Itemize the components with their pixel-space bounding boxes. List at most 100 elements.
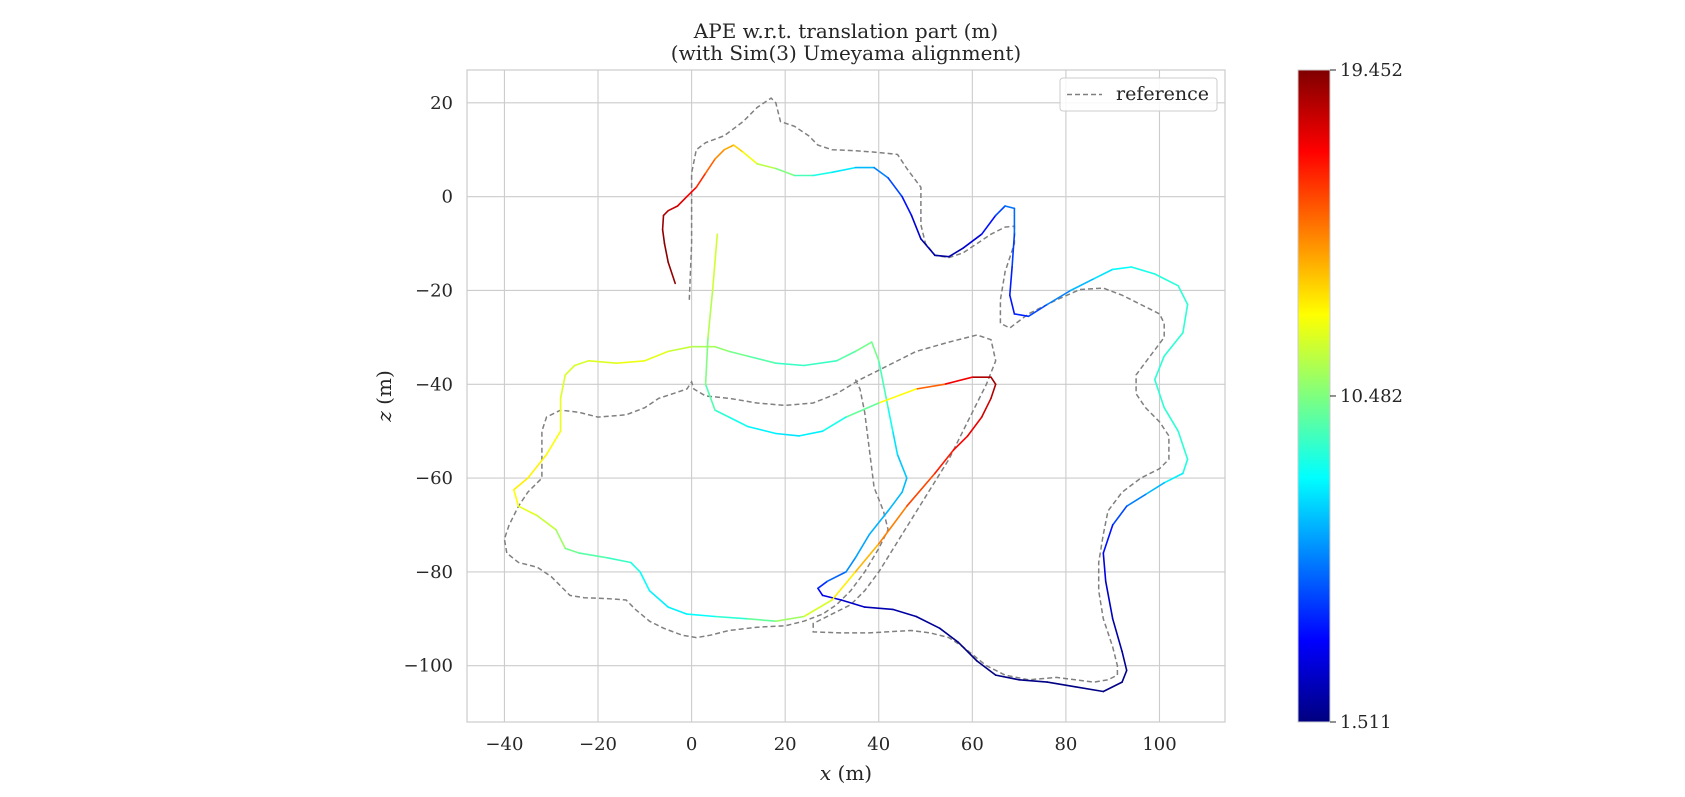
estimated-trajectory-segment [1102,524,1114,554]
estimated-trajectory-segment [1177,430,1189,461]
estimated-trajectory-segment [957,641,978,662]
estimated-trajectory-segment [704,383,716,411]
estimated-trajectory-segment [512,477,529,491]
estimated-trajectory-segment [901,477,908,494]
estimated-trajectory-segment [1111,505,1128,526]
estimated-trajectory-segment [606,556,632,564]
y-tick-label: −80 [415,562,453,583]
estimated-trajectory-segment [1163,472,1184,484]
estimated-trajectory-segment [1121,650,1128,672]
estimated-trajectory-segment [1154,378,1165,409]
colorbar-tick-label: 10.482 [1340,386,1403,407]
estimated-trajectory-segment [714,615,749,620]
estimated-trajectory-segment [526,453,548,479]
estimated-trajectory-segment [1144,481,1165,496]
estimated-trajectory-segment [854,542,880,573]
estimated-trajectory-segment [714,148,726,160]
estimated-trajectory-segment [732,144,744,153]
estimated-trajectory-segment [707,289,714,339]
estimated-trajectory-segment [920,238,936,257]
estimated-trajectory-segment [821,594,843,601]
estimated-trajectory-segment [686,613,716,618]
estimated-trajectory-segment [1163,331,1184,357]
estimated-trajectory-segment [1121,669,1128,683]
estimated-trajectory-segment [728,416,749,428]
estimated-trajectory-segment [746,617,777,623]
estimated-trajectory-segment [803,359,838,367]
estimated-trajectory-segment [742,151,758,165]
estimated-trajectory-segment [870,341,880,362]
estimated-trajectory-segment [891,608,918,618]
estimated-trajectory-segment [587,359,618,365]
estimated-trajectory-segment [990,383,997,400]
estimated-trajectory-segment [845,556,857,573]
estimated-trajectory-segment [863,606,894,611]
estimated-trajectory-segment [1111,617,1123,653]
legend-reference-label: reference [1116,83,1209,105]
estimated-trajectory-segment [1093,268,1114,280]
estimated-trajectory-segment [663,242,670,264]
y-tick-label: −20 [415,280,453,301]
estimated-trajectory-segment [676,195,688,207]
estimated-trajectory-segment [840,599,866,608]
estimated-trajectory-segment [854,533,871,559]
estimated-trajectory-segment [555,528,567,550]
estimated-trajectory-segment [817,580,829,590]
estimated-trajectory-segment [517,505,539,517]
x-tick-label: 40 [867,734,890,755]
estimated-trajectory-segment [746,355,777,365]
estimated-trajectory-segment [1182,303,1189,334]
y-axis-variable: z [372,411,396,423]
series-layer [503,97,1189,693]
estimated-trajectory-segment [1177,284,1189,306]
estimated-trajectory-segment [980,397,992,418]
estimated-trajectory-segment [980,214,997,235]
y-tick-label: −100 [404,656,453,677]
estimated-trajectory-segment [1111,266,1133,271]
estimated-trajectory-segment [714,345,730,353]
estimated-trajectory-segment [1102,681,1123,693]
estimated-trajectory-segment [1004,205,1016,210]
estimated-trajectory [512,144,1189,693]
estimated-trajectory-segment [662,209,670,217]
estimated-trajectory-segment [648,589,670,608]
estimated-trajectory-segment [667,606,688,615]
y-tick-label: 0 [442,187,453,208]
estimated-trajectory-segment [661,228,666,245]
estimated-trajectory-segment [545,430,562,456]
estimated-trajectory-segment [1011,233,1016,268]
estimated-trajectory-segment [812,171,833,177]
estimated-trajectory-segment [877,505,908,545]
estimated-trajectory-segment [1104,580,1114,620]
estimated-trajectory-segment [774,167,796,177]
estimated-trajectory-segment [1046,289,1072,306]
estimated-trajectory-segment [915,615,941,630]
y-tick-label: −40 [415,374,453,395]
estimated-trajectory-segment [559,374,567,400]
colorbar-gradient [1297,69,1331,723]
estimated-trajectory-segment [643,350,670,362]
chart-title-line-2: (with Sim(3) Umeyama alignment) [671,41,1021,65]
estimated-trajectory-segment [943,376,974,386]
estimated-trajectory-segment [1130,266,1156,275]
colorbar-ticks: 19.452 10.482 1.511 [1330,60,1403,733]
x-axis-label: x (m) [820,761,872,785]
estimated-trajectory-segment [667,205,679,212]
estimated-trajectory-segment [512,488,520,508]
axis-ticks: −40 −20 0 20 40 60 80 100 20 0 −20 −40 −60 −80 −100 [404,93,1177,755]
estimated-trajectory-segment [952,435,969,451]
colorbar: 19.452 10.482 1.511 [1297,60,1403,733]
estimated-trajectory-segment [821,416,847,433]
estimated-trajectory-segment [1154,355,1165,381]
estimated-trajectory-segment [891,430,899,456]
estimated-trajectory-segment [873,166,889,179]
y-axis-label: z (m) [372,370,396,422]
estimated-trajectory-segment [711,233,719,292]
estimated-trajectory-segment [1046,681,1077,688]
estimated-trajectory-segment [1018,678,1048,683]
estimated-trajectory-segment [803,599,833,618]
legend: reference [1059,77,1218,112]
y-tick-label: 20 [430,93,453,114]
estimated-trajectory-segment [905,472,936,508]
